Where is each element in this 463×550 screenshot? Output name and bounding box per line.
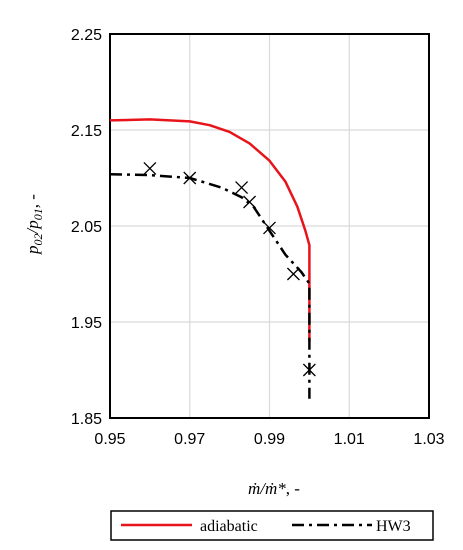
plot-frame: [109, 33, 430, 419]
x-tick-labels: 0.95 0.97 0.99 1.01 1.03: [94, 431, 444, 448]
marker-point: [286, 267, 300, 281]
marker-point: [143, 161, 157, 175]
legend-label-hw3: HW3: [376, 518, 411, 535]
y-axis-label-sub1: 02: [31, 233, 45, 245]
y-axis-label-sub2: 01: [31, 208, 45, 220]
x-tick-label: 1.01: [334, 431, 365, 448]
y-tick-label: 1.85: [71, 411, 102, 428]
series-line-adiabatic: [109, 118, 311, 342]
x-tick-label: 1.03: [413, 431, 444, 448]
y-axis-label-p2: /p: [23, 220, 42, 234]
x-tick-label: 0.95: [94, 431, 125, 448]
y-tick-label: 1.95: [71, 315, 102, 332]
x-axis-label-suffix: , -: [286, 479, 301, 498]
legend: adiabatic HW3: [110, 510, 434, 541]
marker-point: [235, 181, 249, 195]
y-tick-label: 2.05: [71, 219, 102, 236]
y-tick-label: 2.15: [71, 123, 102, 140]
legend-label-adiabatic: adiabatic: [200, 518, 258, 535]
x-axis-label: ṁ/ṁ*, -: [248, 479, 300, 498]
marker-point: [243, 195, 257, 209]
y-tick-label: 2.25: [71, 27, 102, 44]
series-line-hw3: [109, 172, 311, 399]
x-axis-label-main: ṁ/ṁ*: [248, 479, 286, 498]
y-axis-label-suffix: , -: [23, 194, 42, 209]
series: [109, 118, 316, 399]
x-tick-label: 0.99: [254, 431, 285, 448]
y-axis-label: p02/p01, -: [23, 194, 45, 255]
marker-point: [263, 221, 276, 235]
y-tick-labels: 1.85 1.95 2.05 2.15 2.25: [71, 27, 102, 428]
x-tick-label: 0.97: [174, 431, 205, 448]
y-axis-label-p1: p: [23, 245, 42, 255]
marker-point: [302, 363, 316, 377]
grid: [110, 34, 429, 418]
marker-point: [183, 171, 197, 185]
